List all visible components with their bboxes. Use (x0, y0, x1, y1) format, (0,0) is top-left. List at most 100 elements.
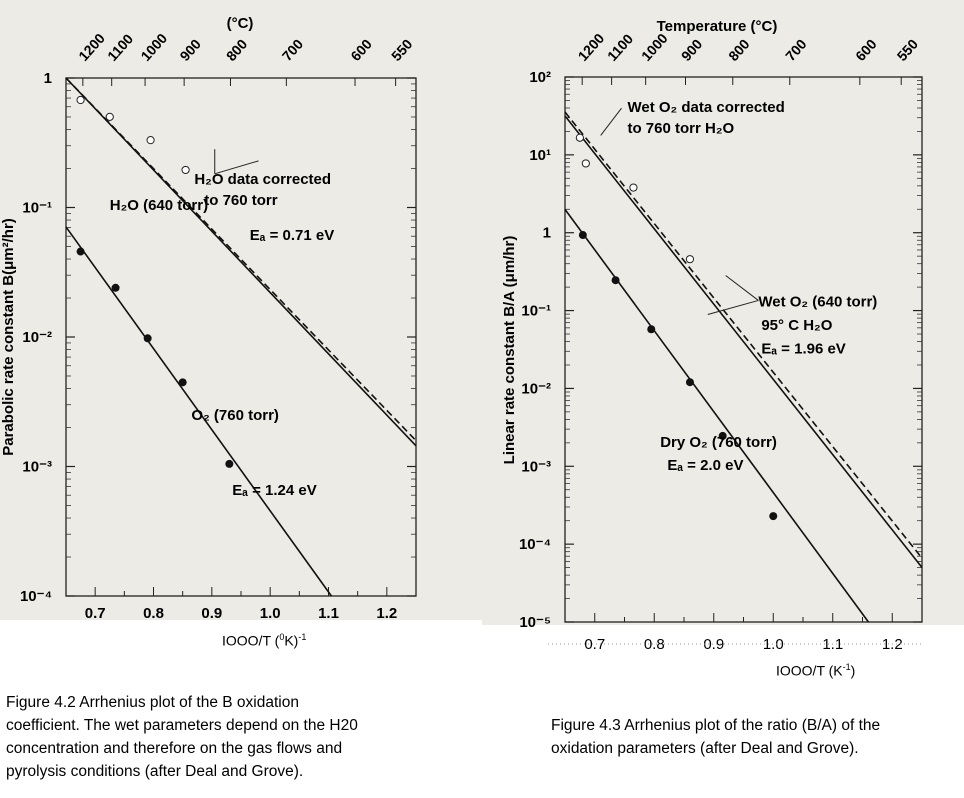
annotation-pointer (600, 107, 622, 136)
top-temp-label: 700 (782, 36, 810, 64)
annotation-pointer (214, 160, 259, 175)
top-temp-label: 1000 (137, 30, 170, 64)
y-tick-label: 10⁻² (22, 329, 52, 346)
figure-4-3-caption: Figure 4.3 Arrhenius plot of the ratio (… (551, 714, 961, 760)
data-point-open (146, 136, 155, 145)
top-temp-label: 900 (176, 36, 204, 64)
data-point-open (181, 165, 190, 175)
x-tick-label: 1.1 (318, 605, 339, 622)
data-point-filled (578, 231, 587, 240)
chart-annotation: H₂O data corrected (194, 171, 331, 188)
x-tick-label: 0.9 (201, 605, 222, 622)
y-tick-label: 10¹ (529, 147, 551, 164)
plot-frame (65, 77, 417, 597)
y-axis-title: Linear rate constant B/A (μm/hr) (501, 236, 518, 465)
top-temp-label: 800 (223, 36, 251, 64)
data-point-open (685, 255, 695, 264)
y-tick-label: 10⁻⁴ (519, 536, 551, 553)
data-point-filled (718, 431, 727, 440)
x-tick-label: 0.9 (703, 636, 724, 653)
figure-4-2-caption: Figure 4.2 Arrhenius plot of the B oxida… (6, 691, 476, 783)
series-line (65, 77, 417, 447)
data-point-open (575, 133, 584, 142)
annotation-pointer (725, 275, 759, 301)
y-tick-label: 10⁻³ (521, 458, 551, 475)
right-figure-scan (482, 0, 964, 625)
chart-annotation: to 760 torr H₂O (627, 120, 734, 137)
data-point-filled (178, 378, 187, 387)
data-point-filled (611, 276, 620, 285)
y-axis-title: Parabolic rate constant B(μm²/hr) (0, 218, 17, 456)
top-temp-label: 600 (347, 36, 375, 64)
y-tick-label: 10² (529, 69, 551, 86)
top-temp-label: 700 (279, 36, 307, 64)
data-point-filled (647, 325, 656, 334)
x-tick-label: 0.8 (644, 636, 665, 653)
top-temp-label: 550 (894, 36, 922, 64)
top-temp-label: 800 (725, 36, 753, 64)
data-point-filled (143, 334, 152, 343)
chart-annotation: O₂ (760 torr) (191, 407, 279, 424)
data-point-open (581, 159, 590, 168)
series-line (564, 111, 923, 559)
caption-line: pyrolysis conditions (after Deal and Gro… (6, 763, 304, 780)
y-tick-label: 10⁻⁵ (519, 614, 551, 631)
y-tick-label: 10⁻¹ (521, 303, 551, 320)
x-tick-label: 0.8 (143, 605, 164, 622)
x-tick-label: 0.7 (584, 636, 605, 653)
data-point-filled (685, 378, 694, 387)
top-temp-label: 1100 (604, 31, 636, 64)
chart-annotation: H₂O (640 torr) (110, 197, 208, 214)
y-tick-label: 10⁻⁴ (20, 588, 52, 605)
chart-annotation: Dry O₂ (760 torr) (660, 434, 777, 451)
plot-frame (564, 76, 923, 623)
annotation-pointer (707, 299, 759, 315)
right-x-axis-title: IOOO/T (K-1) (776, 662, 856, 679)
data-point-open (105, 112, 114, 121)
y-tick-label: 10⁻¹ (22, 200, 52, 217)
chart-annotation: Eₐ = 1.24 eV (232, 482, 316, 499)
caption-line: Figure 4.2 Arrhenius plot of the B oxida… (6, 694, 299, 711)
y-tick-label: 1 (44, 70, 52, 87)
y-tick-label: 10⁻³ (22, 459, 52, 476)
data-point-filled (225, 459, 234, 468)
data-point-filled (111, 283, 120, 292)
caption-line: concentration and therefore on the gas f… (6, 740, 343, 757)
data-point-open (629, 183, 638, 192)
y-tick-label: 10⁻² (521, 380, 551, 397)
linear-rate-chart: 10² 10¹ 1 10⁻¹ 10⁻² 10⁻³ 10⁻⁴ 10⁻⁵ 0.7 0.8 0.9 1.0 1… (501, 18, 923, 653)
chart-annotation: Eₐ = 2.0 eV (667, 457, 743, 474)
top-axis-title: (°C) (227, 15, 254, 32)
data-point-open (76, 95, 85, 105)
x-tick-label: 1.0 (763, 636, 784, 653)
x-tick-label: 1.0 (260, 605, 281, 622)
top-axis-title: Temperature (°C) (657, 18, 778, 35)
chart-annotation: 95° C H₂O (761, 317, 832, 334)
data-point-filled (769, 512, 778, 521)
chart-annotation: Wet O₂ (640 torr) (758, 294, 877, 311)
chart-annotation: Wet O₂ data corrected (627, 99, 784, 116)
caption-line: coefficient. The wet parameters depend o… (6, 717, 358, 734)
chart-annotation: to 760 torr (204, 192, 278, 209)
series-line (65, 226, 333, 597)
top-temp-label: 1000 (638, 30, 671, 64)
x-tick-label: 1.2 (376, 605, 397, 622)
chart-annotation: Eₐ = 0.71 eV (250, 227, 334, 244)
caption-line: Figure 4.3 Arrhenius plot of the ratio (… (551, 717, 881, 734)
y-tick-label: 1 (543, 225, 551, 242)
x-tick-label: 0.7 (85, 605, 106, 622)
top-temp-label: 600 (852, 36, 880, 64)
series-line (564, 115, 923, 568)
top-temp-label: 550 (388, 36, 416, 64)
top-temp-label: 900 (678, 36, 706, 64)
top-temp-label: 1100 (104, 31, 136, 64)
series-line (564, 208, 870, 623)
top-temp-label: 1200 (575, 30, 608, 64)
chart-annotation: Eₐ = 1.96 eV (761, 340, 845, 357)
data-point-filled (76, 247, 85, 256)
top-temp-label: 1200 (75, 30, 108, 64)
left-x-axis-title: IOOO/T (0K)-1 (222, 632, 307, 649)
caption-line: oxidation parameters (after Deal and Gro… (551, 740, 859, 757)
parabolic-rate-chart: 110⁻¹10⁻²10⁻³10⁻⁴0.7 0.8 0.9 1.0 1.1 1.212001… (0, 15, 417, 622)
